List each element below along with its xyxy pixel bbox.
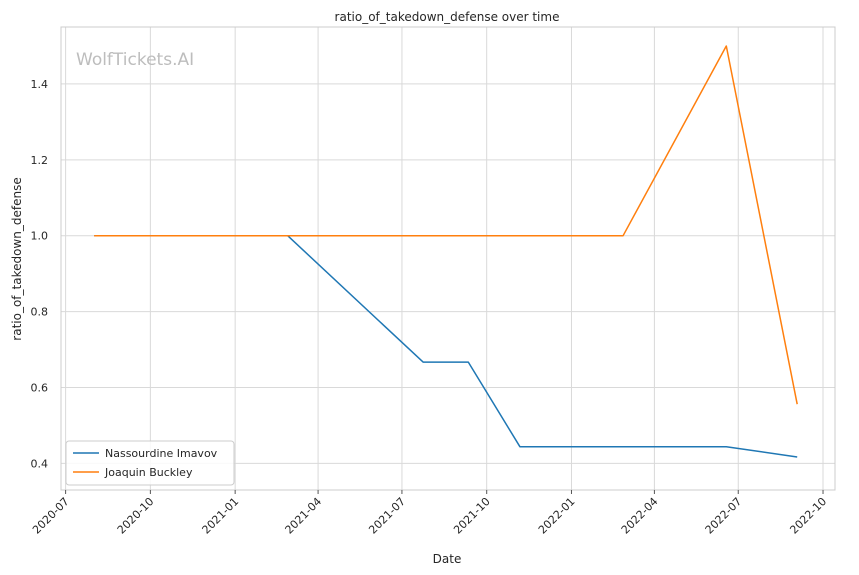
x-tick-labels: 2020-07 2020-10 2021-01 2021-04 2021-07 2021-… xyxy=(30,490,829,537)
legend-label-nassourdine-imavov: Nassourdine Imavov xyxy=(105,447,218,460)
legend-label-joaquin-buckley: Joaquin Buckley xyxy=(104,466,193,479)
y-tick-labels: 0.4 0.6 0.8 1.0 1.2 1.4 xyxy=(31,78,49,471)
grid xyxy=(61,27,835,490)
series-line-joaquin-buckley xyxy=(94,45,798,405)
series-line-nassourdine-imavov xyxy=(94,234,798,458)
chart-title: ratio_of_takedown_defense over time xyxy=(335,10,560,24)
x-tick-label: 2022-07 xyxy=(703,495,745,537)
x-tick-label: 2021-04 xyxy=(283,495,325,537)
y-tick-label: 0.8 xyxy=(31,306,49,319)
y-tick-label: 1.2 xyxy=(31,154,49,167)
y-tick-label: 0.4 xyxy=(31,457,49,470)
legend: Nassourdine Imavov Joaquin Buckley xyxy=(65,440,235,486)
legend-box xyxy=(65,440,235,486)
watermark: WolfTickets.AI xyxy=(76,50,194,70)
y-tick-label: 1.0 xyxy=(31,230,49,243)
x-tick-label: 2020-07 xyxy=(30,495,72,537)
series-layer xyxy=(94,45,798,458)
x-tick-label: 2022-01 xyxy=(536,495,578,537)
plot-area xyxy=(60,26,836,491)
x-tick-label: 2020-10 xyxy=(115,495,157,537)
y-tick-label: 0.6 xyxy=(31,382,49,395)
x-tick-label: 2022-10 xyxy=(787,495,829,537)
x-tick-label: 2021-01 xyxy=(200,495,242,537)
y-tick-label: 1.4 xyxy=(31,78,49,91)
x-tick-label: 2022-04 xyxy=(619,495,661,537)
x-tick-label: 2021-07 xyxy=(366,495,408,537)
y-axis-title: ratio_of_takedown_defense xyxy=(10,177,24,340)
x-tick-label: 2021-10 xyxy=(451,495,493,537)
x-axis-title: Date xyxy=(433,552,462,566)
